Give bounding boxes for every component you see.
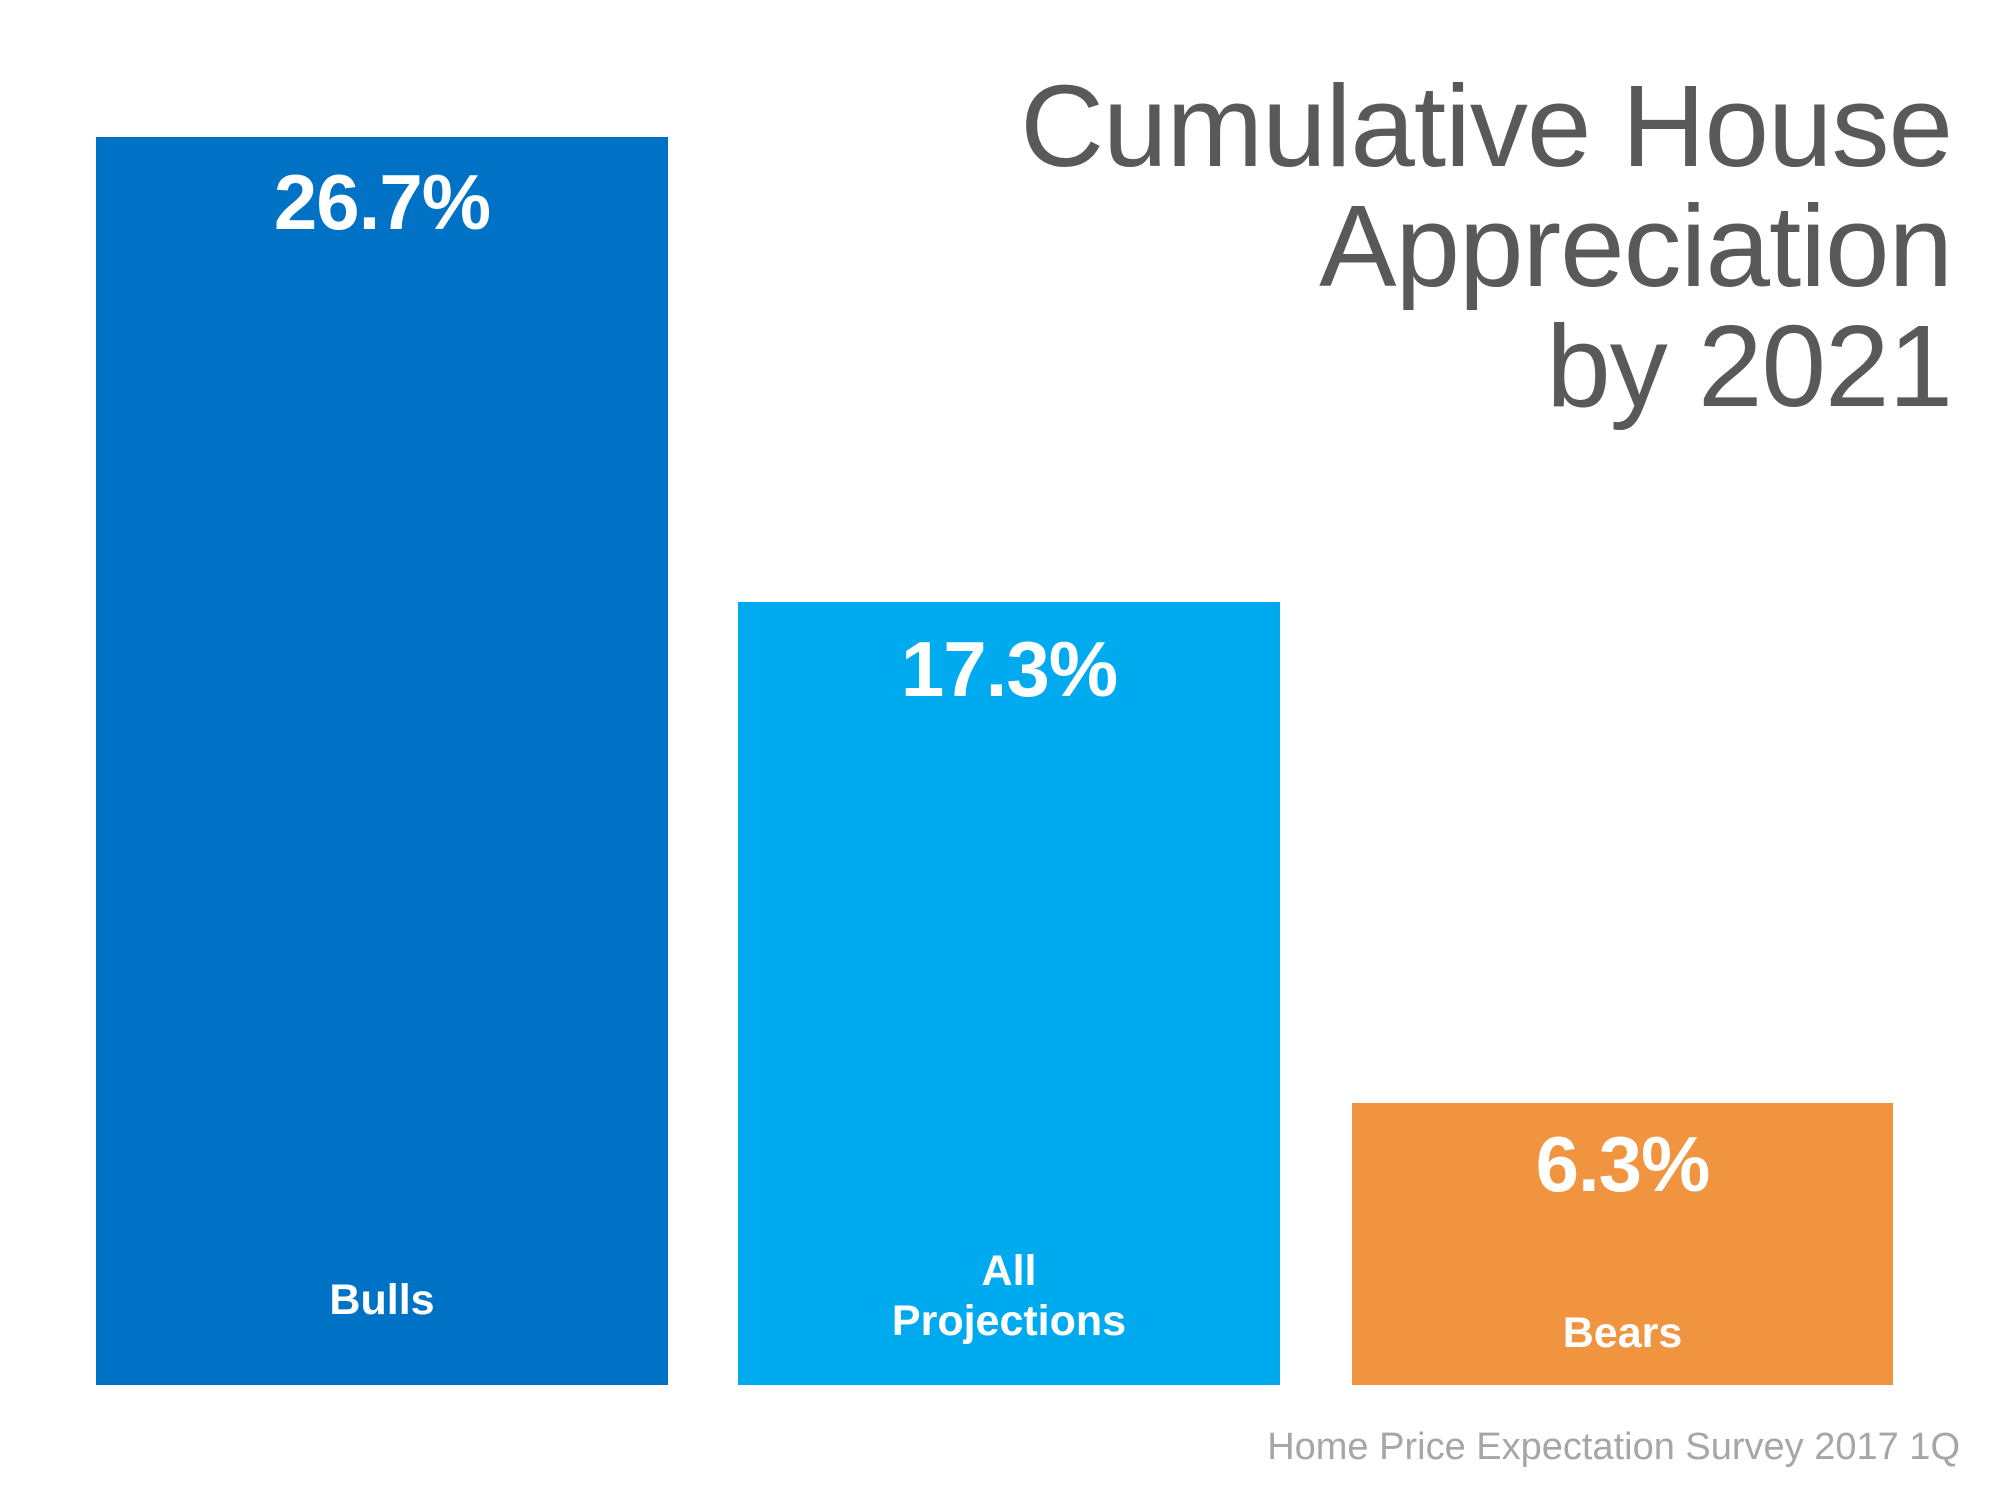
bar-value-bulls: 26.7%: [273, 158, 491, 246]
source-note: Home Price Expectation Survey 2017 1Q: [1267, 1426, 1960, 1468]
bar-value-bears: 6.3%: [1535, 1120, 1711, 1208]
bar-label-bulls: Bulls: [329, 1276, 435, 1324]
chart-title: Cumulative House Appreciation by 2021: [832, 61, 1953, 431]
bar-label-bears: Bears: [1562, 1309, 1683, 1357]
chart-title-line-2: Appreciation: [1319, 181, 1953, 311]
chart-title-line-3: by 2021: [1546, 301, 1953, 431]
bar-all-projections[interactable]: 17.3% All Projections: [738, 602, 1280, 1385]
bar-bears[interactable]: 6.3% Bears: [1352, 1103, 1893, 1385]
bar-label-all-projections: All Projections: [891, 1247, 1127, 1345]
bar-bulls[interactable]: 26.7% Bulls: [96, 137, 668, 1385]
chart-title-line-1: Cumulative House: [1020, 61, 1953, 191]
bar-value-all-projections: 17.3%: [900, 625, 1118, 713]
